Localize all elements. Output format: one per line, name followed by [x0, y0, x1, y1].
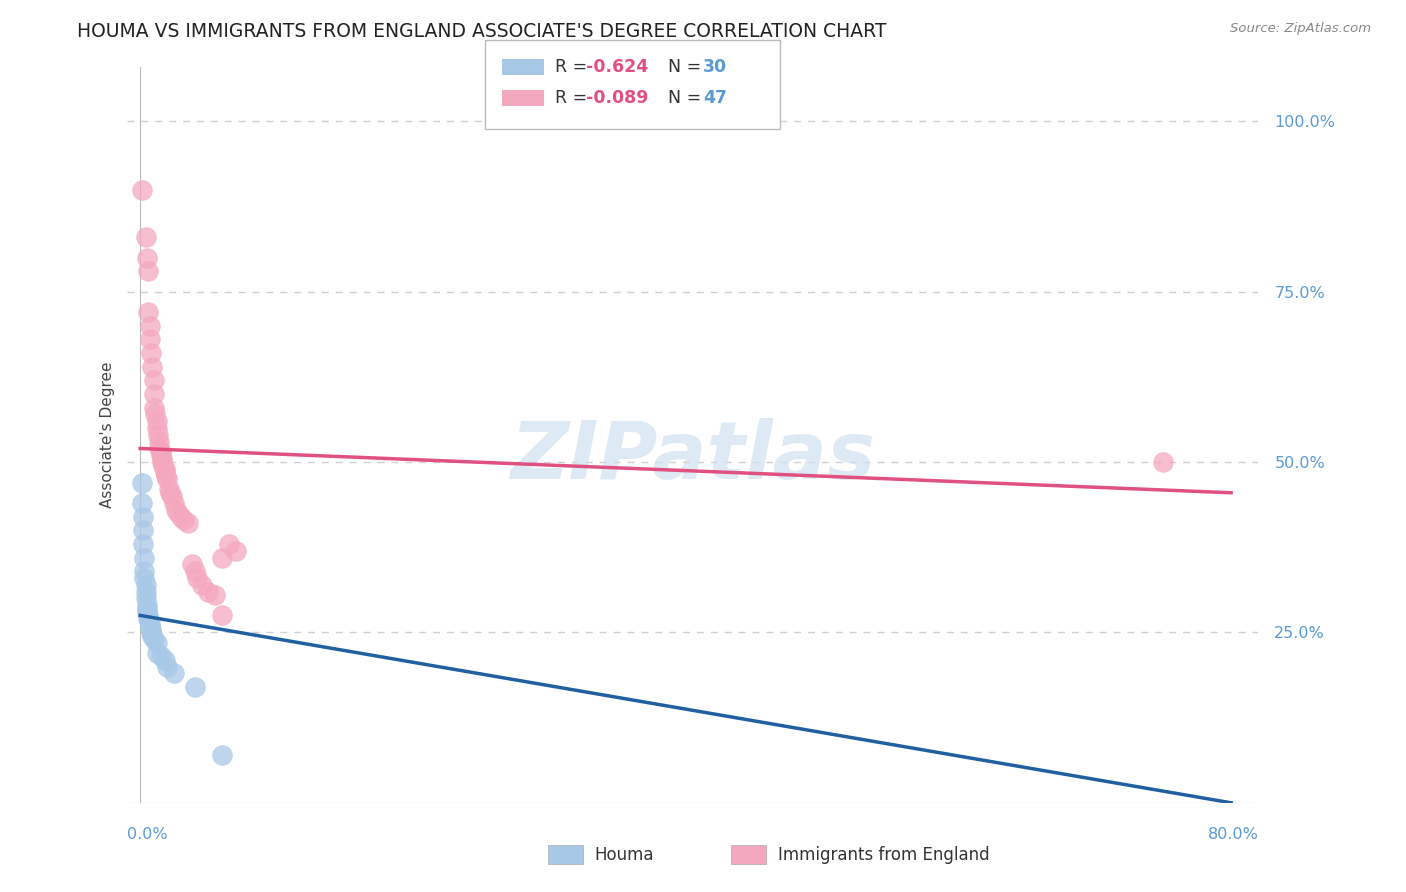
Point — [150, 455, 173, 469]
Point — [149, 649, 172, 664]
Point — [138, 608, 160, 623]
Text: R =: R = — [555, 89, 593, 107]
Point — [138, 615, 160, 630]
Point — [132, 537, 155, 551]
Point — [163, 496, 186, 510]
Point — [136, 601, 159, 615]
Point — [131, 496, 153, 510]
Point — [138, 612, 160, 626]
Text: ZIPatlas: ZIPatlas — [510, 418, 875, 496]
Point — [139, 346, 162, 360]
Text: Immigrants from England: Immigrants from England — [778, 846, 990, 863]
Point — [145, 414, 167, 428]
Point — [218, 537, 240, 551]
Point — [148, 442, 170, 456]
Point — [134, 564, 156, 578]
Text: -0.089: -0.089 — [586, 89, 648, 107]
Point — [138, 318, 160, 333]
Point — [142, 401, 165, 415]
Point — [225, 543, 247, 558]
Text: Source: ZipAtlas.com: Source: ZipAtlas.com — [1230, 22, 1371, 36]
Point — [143, 408, 166, 422]
Point — [136, 605, 159, 619]
Point — [142, 387, 165, 401]
Point — [146, 427, 169, 442]
Point — [173, 513, 195, 527]
Point — [150, 451, 173, 466]
Text: HOUMA VS IMMIGRANTS FROM ENGLAND ASSOCIATE'S DEGREE CORRELATION CHART: HOUMA VS IMMIGRANTS FROM ENGLAND ASSOCIA… — [77, 22, 887, 41]
Text: N =: N = — [657, 89, 706, 107]
Point — [136, 251, 159, 265]
Point — [135, 591, 157, 606]
Point — [136, 598, 159, 612]
Point — [152, 458, 174, 473]
Point — [211, 748, 233, 763]
Text: 0.0%: 0.0% — [127, 827, 167, 842]
Point — [153, 653, 176, 667]
Text: 80.0%: 80.0% — [1208, 827, 1258, 842]
Point — [149, 448, 172, 462]
Text: -0.624: -0.624 — [586, 58, 648, 76]
Point — [139, 625, 162, 640]
Point — [156, 659, 179, 673]
Point — [135, 230, 157, 244]
Point — [155, 468, 177, 483]
Point — [1152, 455, 1174, 469]
Point — [142, 373, 165, 387]
Point — [139, 622, 162, 636]
Point — [135, 584, 157, 599]
Point — [131, 183, 153, 197]
Point — [148, 434, 170, 449]
Point — [134, 571, 156, 585]
Point — [149, 445, 172, 459]
Point — [186, 571, 208, 585]
Point — [145, 646, 167, 660]
Point — [153, 466, 176, 480]
Point — [145, 635, 167, 649]
Point — [134, 550, 156, 565]
Point — [132, 523, 155, 537]
Point — [135, 578, 157, 592]
Point — [138, 305, 160, 319]
Point — [165, 503, 187, 517]
Point — [145, 421, 167, 435]
Point — [163, 666, 186, 681]
Point — [141, 629, 163, 643]
Point — [157, 483, 180, 497]
Point — [132, 509, 155, 524]
Point — [131, 475, 153, 490]
Point — [204, 588, 226, 602]
Point — [181, 558, 204, 572]
Text: 47: 47 — [703, 89, 727, 107]
Point — [211, 608, 233, 623]
Point — [197, 584, 219, 599]
Point — [170, 509, 193, 524]
Point — [211, 550, 233, 565]
Point — [142, 632, 165, 647]
Point — [177, 516, 200, 531]
Text: N =: N = — [657, 58, 706, 76]
Point — [160, 489, 183, 503]
Point — [156, 472, 179, 486]
Point — [159, 485, 181, 500]
Point — [167, 506, 190, 520]
Point — [138, 264, 160, 278]
Point — [153, 462, 176, 476]
Point — [138, 618, 160, 632]
Point — [183, 564, 205, 578]
Text: R =: R = — [555, 58, 593, 76]
Point — [138, 333, 160, 347]
Point — [183, 680, 205, 694]
Y-axis label: Associate's Degree: Associate's Degree — [100, 361, 115, 508]
Text: 30: 30 — [703, 58, 727, 76]
Point — [190, 578, 212, 592]
Point — [141, 359, 163, 374]
Text: Houma: Houma — [595, 846, 654, 863]
